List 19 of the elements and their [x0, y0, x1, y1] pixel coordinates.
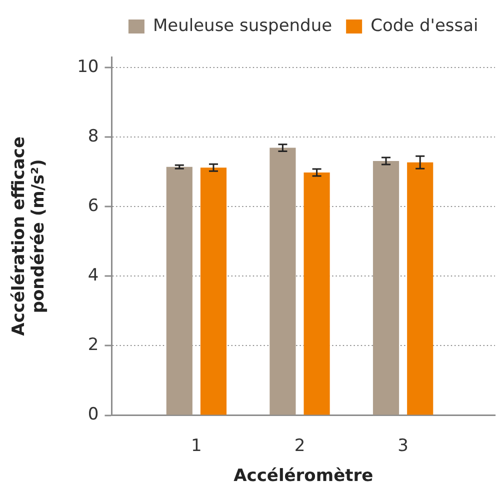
- y-tick-label: 4: [88, 266, 99, 286]
- bar: [372, 161, 400, 415]
- x-tick-label: 1: [191, 436, 202, 456]
- y-tick-label: 2: [88, 335, 99, 356]
- bar: [166, 166, 192, 415]
- y-tick-label: 8: [88, 126, 99, 146]
- y-axis-title: Accélération efficace pondérée (m/s²): [9, 136, 49, 336]
- x-tick-label: 3: [398, 436, 408, 456]
- bar: [407, 162, 434, 415]
- bar: [304, 172, 330, 415]
- legend-label: Code d'essai: [370, 16, 478, 36]
- y-tick-label: 10: [77, 56, 99, 77]
- legend-label: Meuleuse suspendue: [152, 16, 332, 36]
- y-tick-label: 0: [88, 404, 99, 425]
- bar: [200, 168, 227, 415]
- x-tick-label: 2: [294, 436, 306, 456]
- bar: [270, 148, 296, 415]
- x-axis-title: Accéléromètre: [234, 466, 374, 482]
- y-tick-label: 6: [88, 196, 99, 216]
